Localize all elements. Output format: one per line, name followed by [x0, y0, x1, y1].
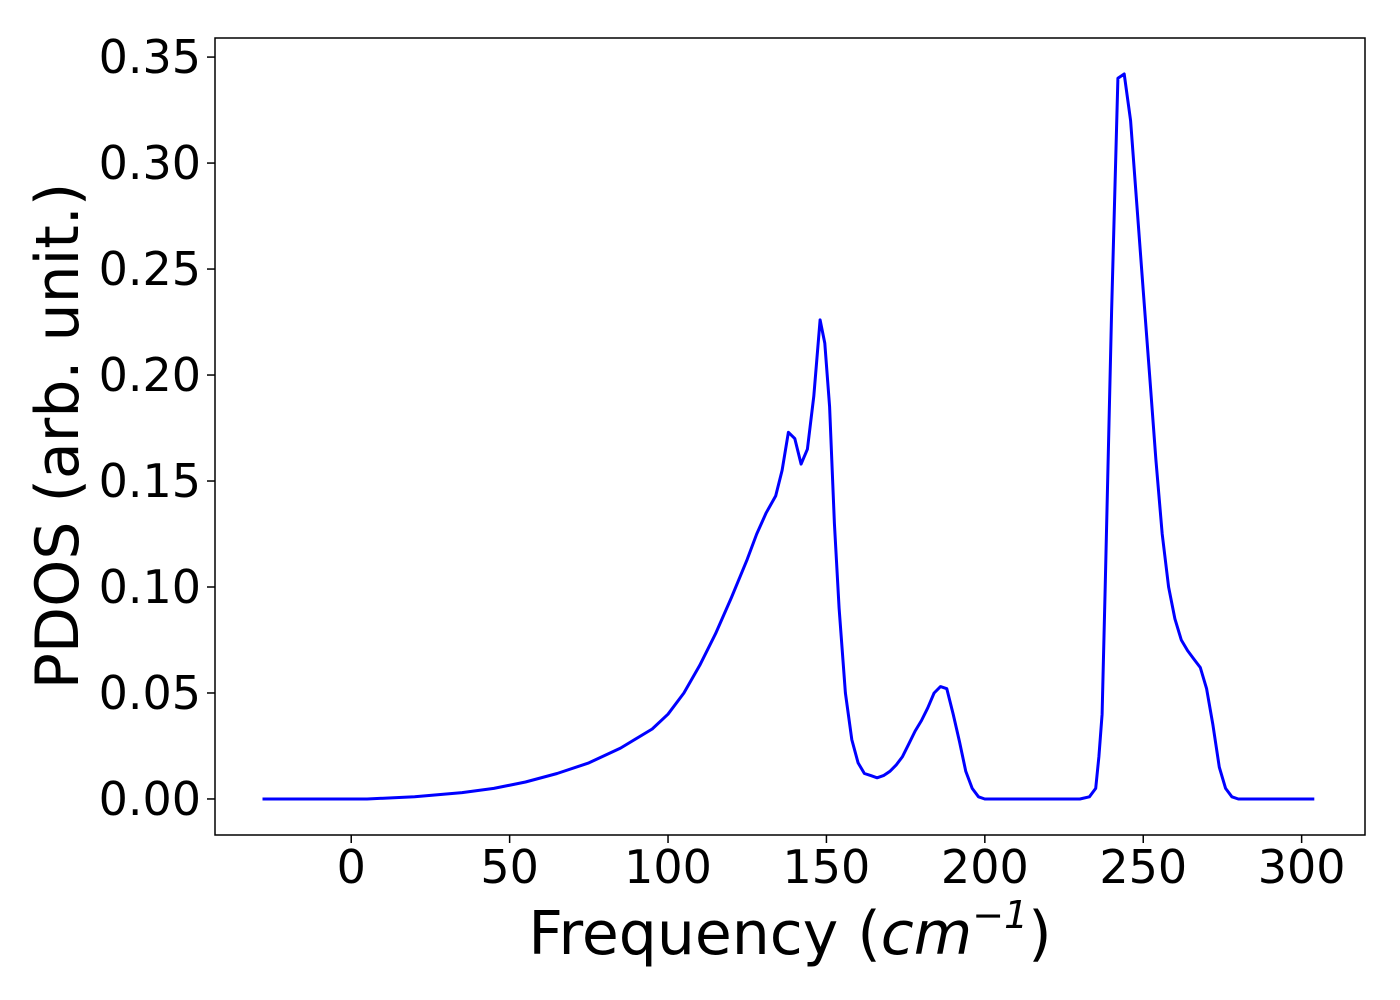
x-tick-label: 150 [783, 840, 871, 894]
y-tick-label: 0.35 [99, 30, 201, 84]
x-tick-label: 100 [624, 840, 712, 894]
y-tick-label: 0.05 [99, 666, 201, 720]
y-tick-label: 0.10 [99, 560, 201, 614]
y-tick-label: 0.15 [99, 454, 201, 508]
x-axis-label-text: Frequency ( [528, 899, 880, 969]
x-axis-label: Frequency (cm−1) [528, 893, 1051, 969]
y-tick-label: 0.20 [99, 348, 201, 402]
pdos-series-line [262, 72, 1315, 801]
plot-background [215, 38, 1365, 835]
x-tick-label: 250 [1099, 840, 1187, 894]
x-axis-label-unit: cm [881, 899, 972, 969]
axis-ticks: 0 50 100 150 200 250 300 0.00 0.05 0.10 0.15 0.20 0.… [99, 30, 1346, 894]
x-tick-label: 300 [1258, 840, 1346, 894]
x-tick-label: 0 [337, 840, 366, 894]
plot-frame [214, 37, 1366, 836]
x-axis-label-close: ) [1028, 899, 1051, 969]
x-tick-label: 50 [480, 840, 539, 894]
x-tick-label: 200 [941, 840, 1029, 894]
y-tick-label: 0.25 [99, 242, 201, 296]
y-tick-label: 0.00 [99, 772, 201, 826]
y-tick-label: 0.30 [99, 136, 201, 190]
y-axis-label: PDOS (arb. unit.) [23, 183, 93, 690]
x-axis-label-exponent: −1 [972, 893, 1028, 937]
series-layer [262, 72, 1315, 801]
